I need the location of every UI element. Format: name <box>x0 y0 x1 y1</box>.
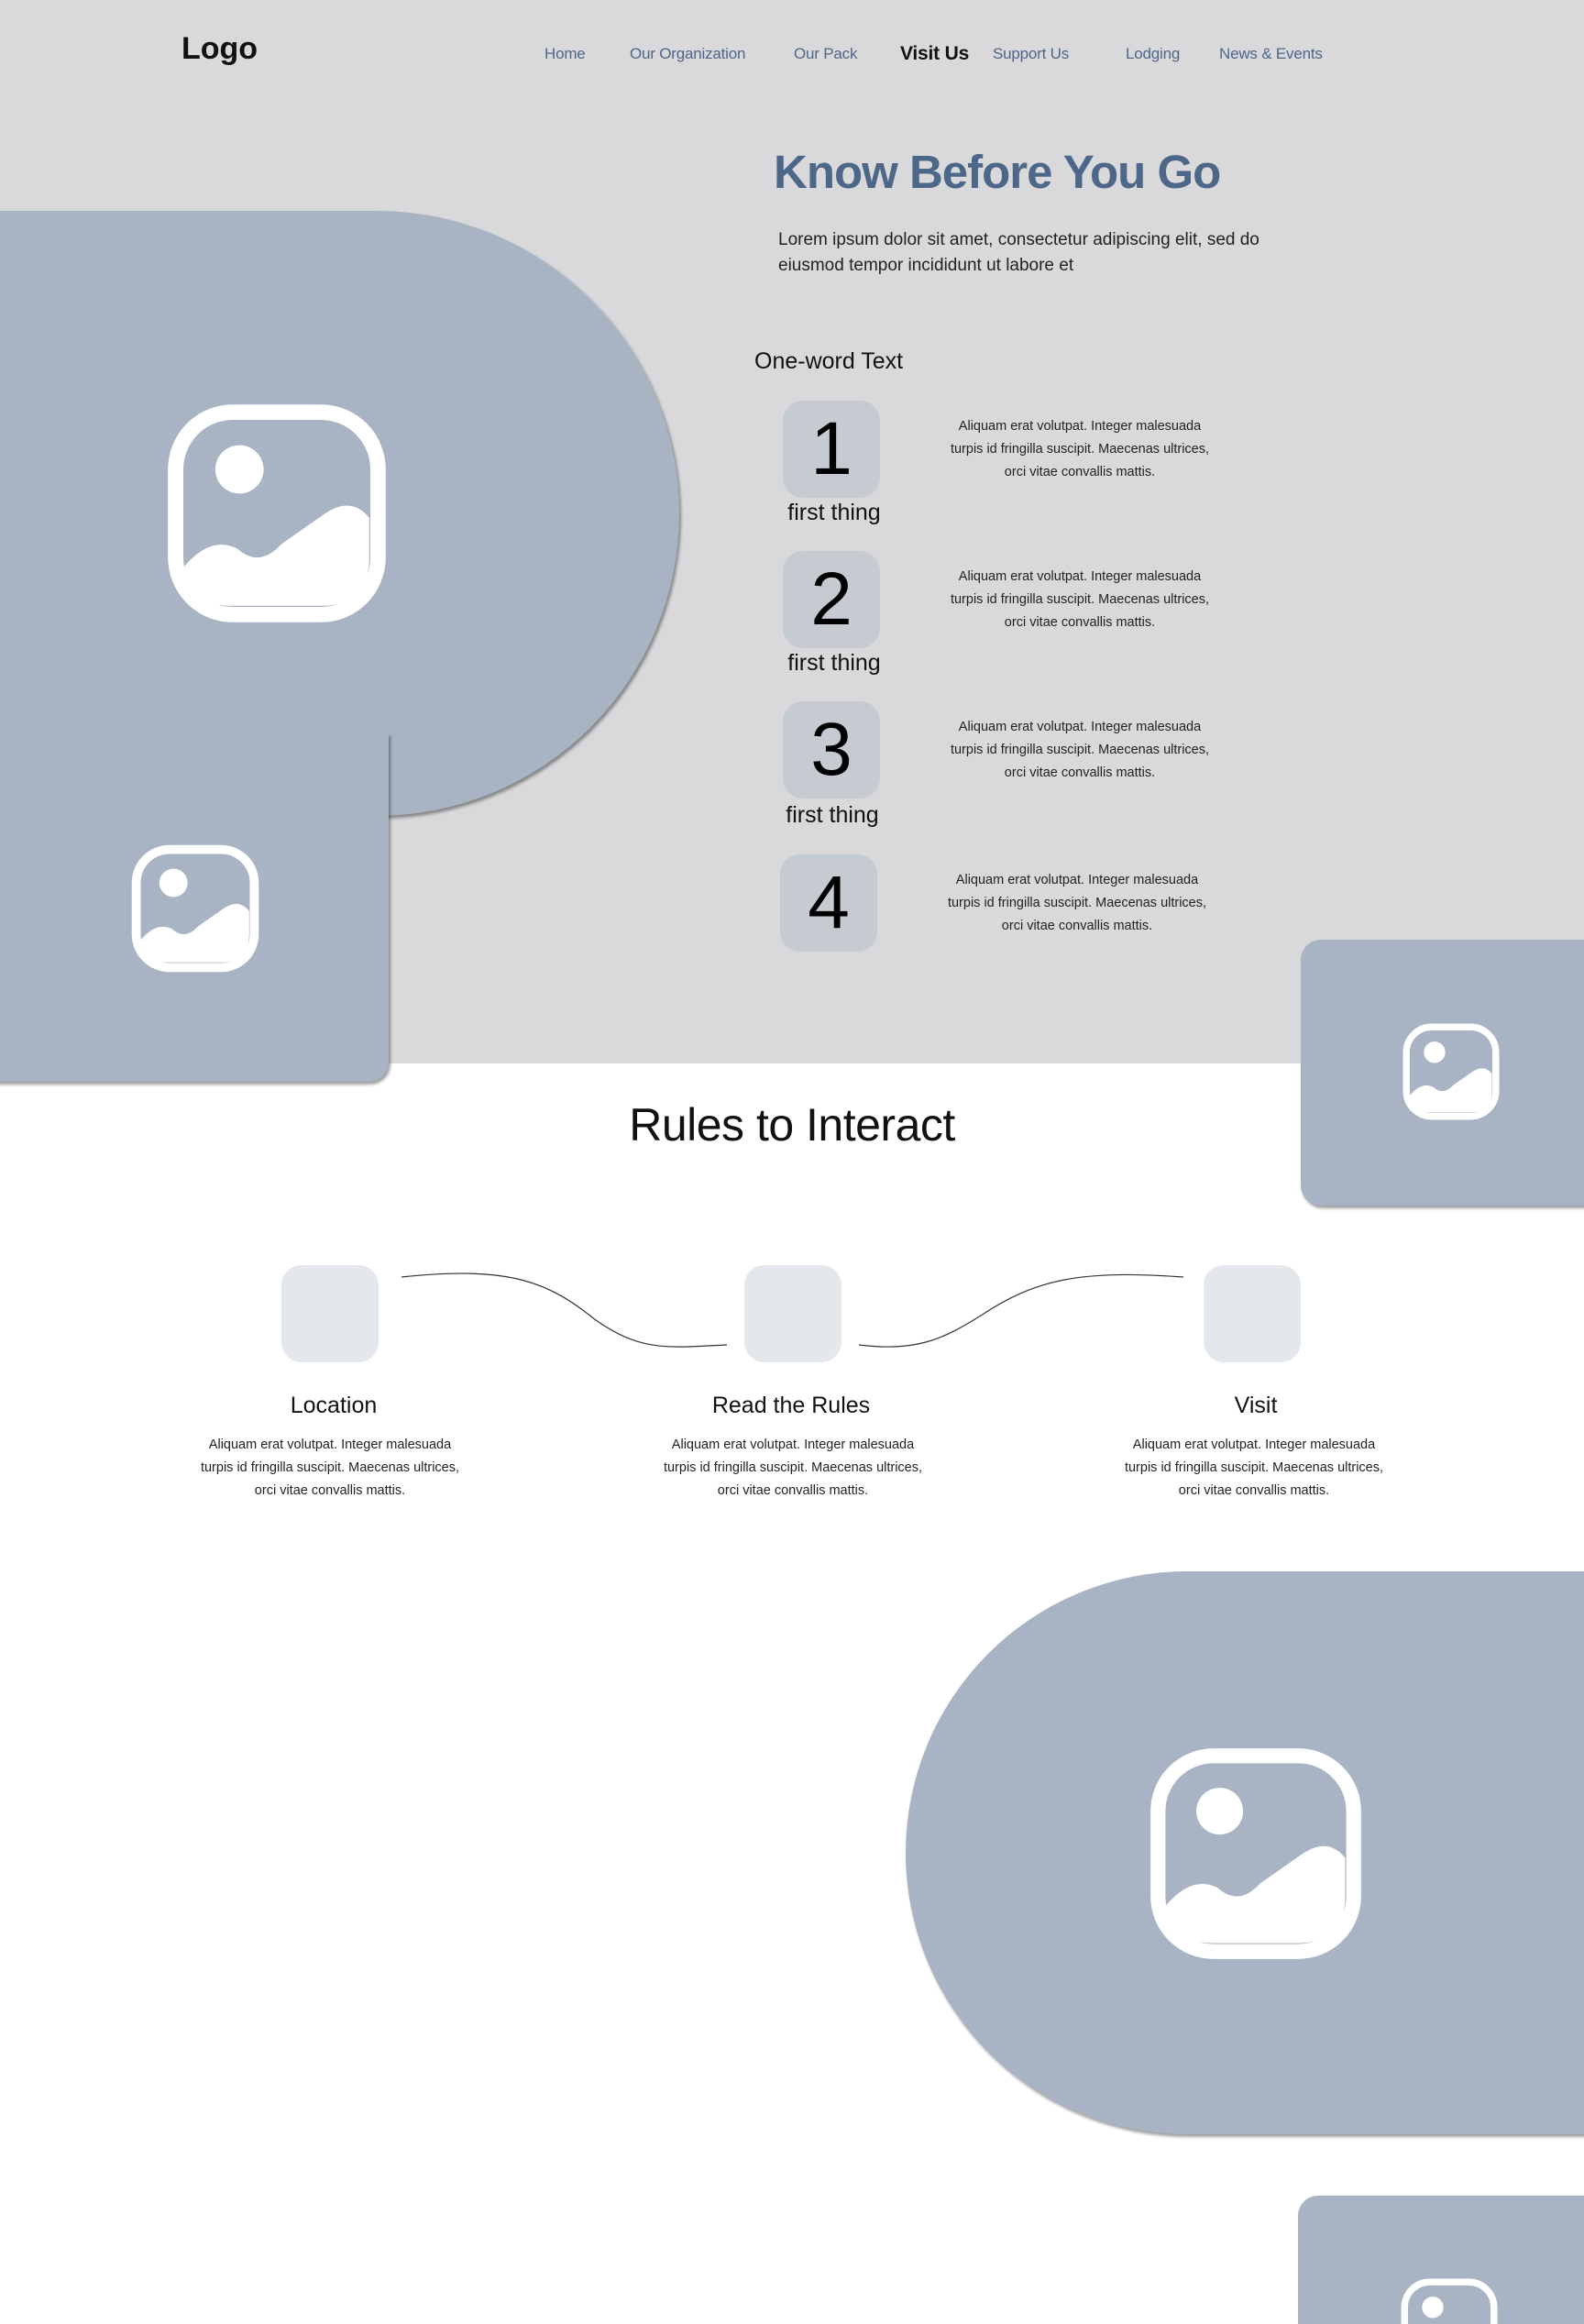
image-placeholder-icon <box>1150 1747 1362 1960</box>
image-placeholder-icon <box>167 403 387 623</box>
step-caption: first thing <box>787 500 881 525</box>
nav-our-pack[interactable]: Our Pack <box>794 45 858 62</box>
nav-support-us[interactable]: Support Us <box>993 45 1070 62</box>
rule-description: Aliquam erat volutpat. Integer malesuada… <box>663 1437 923 1498</box>
logo[interactable]: Logo <box>182 31 258 66</box>
nav-our-organization[interactable]: Our Organization <box>630 45 746 62</box>
secondary-image-placeholder <box>0 733 389 1082</box>
rule-step-tile <box>744 1265 842 1362</box>
step-number-tile: 1 <box>783 401 880 498</box>
rule-description: Aliquam erat volutpat. Integer malesuada… <box>1124 1437 1384 1498</box>
feature-image-placeholder <box>906 1571 1584 2134</box>
section-subheading: One-word Text <box>754 348 904 374</box>
rule-step-tile <box>1204 1265 1301 1362</box>
rule-step-tile <box>281 1265 379 1362</box>
step-description: Aliquam erat volutpat. Integer malesuada… <box>950 569 1210 630</box>
image-placeholder-icon <box>1402 1023 1500 1120</box>
side-image-placeholder <box>1301 940 1584 1206</box>
image-placeholder-icon <box>1401 2278 1498 2324</box>
step-number-tile: 2 <box>783 551 880 648</box>
nav-home[interactable]: Home <box>544 45 586 62</box>
step-number-tile: 3 <box>783 701 880 799</box>
nav-news-events[interactable]: News & Events <box>1219 45 1323 62</box>
step-caption: first thing <box>787 650 881 676</box>
rule-description: Aliquam erat volutpat. Integer malesuada… <box>200 1437 460 1498</box>
step-caption: first thing <box>786 802 879 828</box>
image-placeholder-icon <box>131 844 259 973</box>
nav-visit-us[interactable]: Visit Us <box>900 43 970 64</box>
step-description: Aliquam erat volutpat. Integer malesuada… <box>950 720 1210 780</box>
page-title: Know Before You Go <box>774 146 1221 198</box>
nav-lodging[interactable]: Lodging <box>1126 45 1181 62</box>
intro-paragraph: Lorem ipsum dolor sit amet, consectetur … <box>778 230 1260 275</box>
step-description: Aliquam erat volutpat. Integer malesuada… <box>950 419 1210 479</box>
footer-image-placeholder <box>1298 2196 1584 2324</box>
step-description: Aliquam erat volutpat. Integer malesuada… <box>947 873 1207 933</box>
rules-section-title: Rules to Interact <box>629 1099 955 1151</box>
rule-title-read-the-rules: Read the Rules <box>711 1393 871 1418</box>
step-number-tile: 4 <box>780 854 877 952</box>
rule-title-location: Location <box>290 1393 378 1418</box>
rule-title-visit: Visit <box>1234 1393 1278 1418</box>
